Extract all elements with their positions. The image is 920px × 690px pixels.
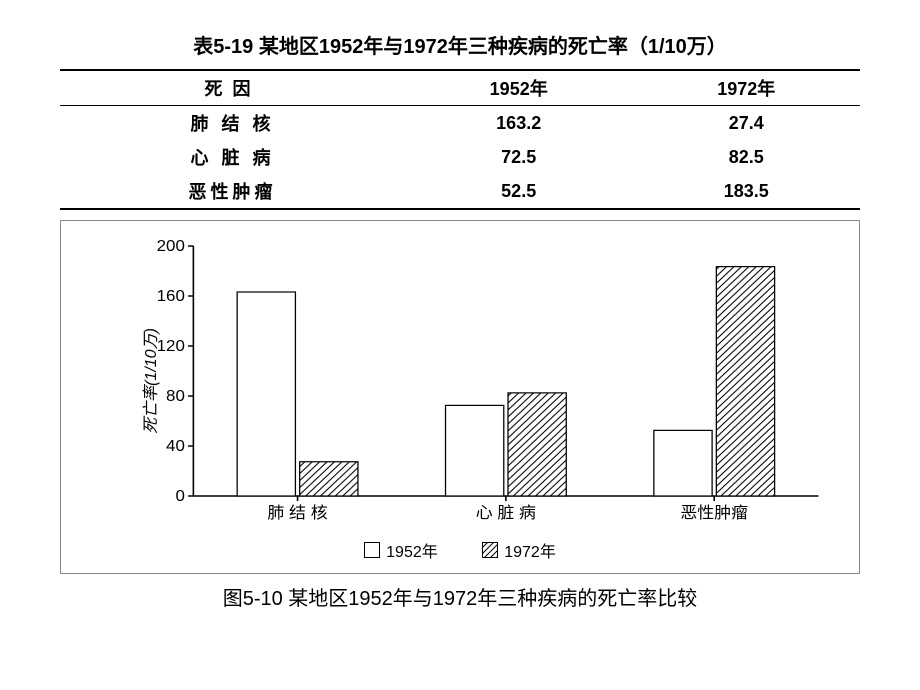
- col-1972: 1972年: [632, 70, 860, 106]
- cell-cause: 肺 结 核: [60, 106, 405, 141]
- cell-value: 52.5: [405, 174, 633, 209]
- cell-value: 82.5: [632, 140, 860, 174]
- svg-text:肺 结 核: 肺 结 核: [267, 504, 327, 521]
- bar-chart: 死亡率(1/10万) 04080120160200肺 结 核心 脏 病恶性肿瘤: [151, 236, 829, 526]
- svg-text:200: 200: [157, 237, 185, 254]
- legend: 1952年 1972年: [91, 538, 829, 563]
- svg-text:40: 40: [166, 437, 185, 454]
- figure-caption: 图5-10 某地区1952年与1972年三种疾病的死亡率比较: [60, 582, 860, 611]
- cell-value: 27.4: [632, 106, 860, 141]
- chart-frame: 死亡率(1/10万) 04080120160200肺 结 核心 脏 病恶性肿瘤 …: [60, 220, 860, 574]
- svg-text:120: 120: [157, 337, 185, 354]
- cell-value: 183.5: [632, 174, 860, 209]
- legend-label: 1972年: [504, 538, 556, 562]
- svg-text:恶性肿瘤: 恶性肿瘤: [680, 504, 748, 521]
- cell-cause: 心 脏 病: [60, 140, 405, 174]
- chart-svg: 0 40 80 120 160 200 肺 结 核 心 脏 病 恶性肿瘤: [151, 236, 829, 526]
- cell-cause: 恶性肿瘤: [60, 174, 405, 209]
- col-1952: 1952年: [405, 70, 633, 106]
- legend-item-1952: 1952年: [364, 538, 438, 562]
- legend-swatch-open: [364, 542, 380, 558]
- col-cause: 死因: [60, 70, 405, 106]
- table-row: 肺 结 核 163.2 27.4: [60, 106, 860, 141]
- svg-text:80: 80: [166, 387, 185, 404]
- svg-text:0: 0: [175, 487, 184, 504]
- cell-value: 72.5: [405, 140, 633, 174]
- legend-label: 1952年: [386, 538, 438, 562]
- svg-text:心 脏 病: 心 脏 病: [476, 504, 536, 521]
- legend-swatch-hatch: [482, 542, 498, 558]
- legend-item-1972: 1972年: [482, 538, 556, 562]
- svg-text:160: 160: [157, 287, 185, 304]
- mortality-table: 死因 1952年 1972年 肺 结 核 163.2 27.4 心 脏 病 72…: [60, 69, 860, 210]
- cell-value: 163.2: [405, 106, 633, 141]
- table-row: 恶性肿瘤 52.5 183.5: [60, 174, 860, 209]
- table-row: 心 脏 病 72.5 82.5: [60, 140, 860, 174]
- table-title: 表5-19 某地区1952年与1972年三种疾病的死亡率（1/10万）: [60, 30, 860, 59]
